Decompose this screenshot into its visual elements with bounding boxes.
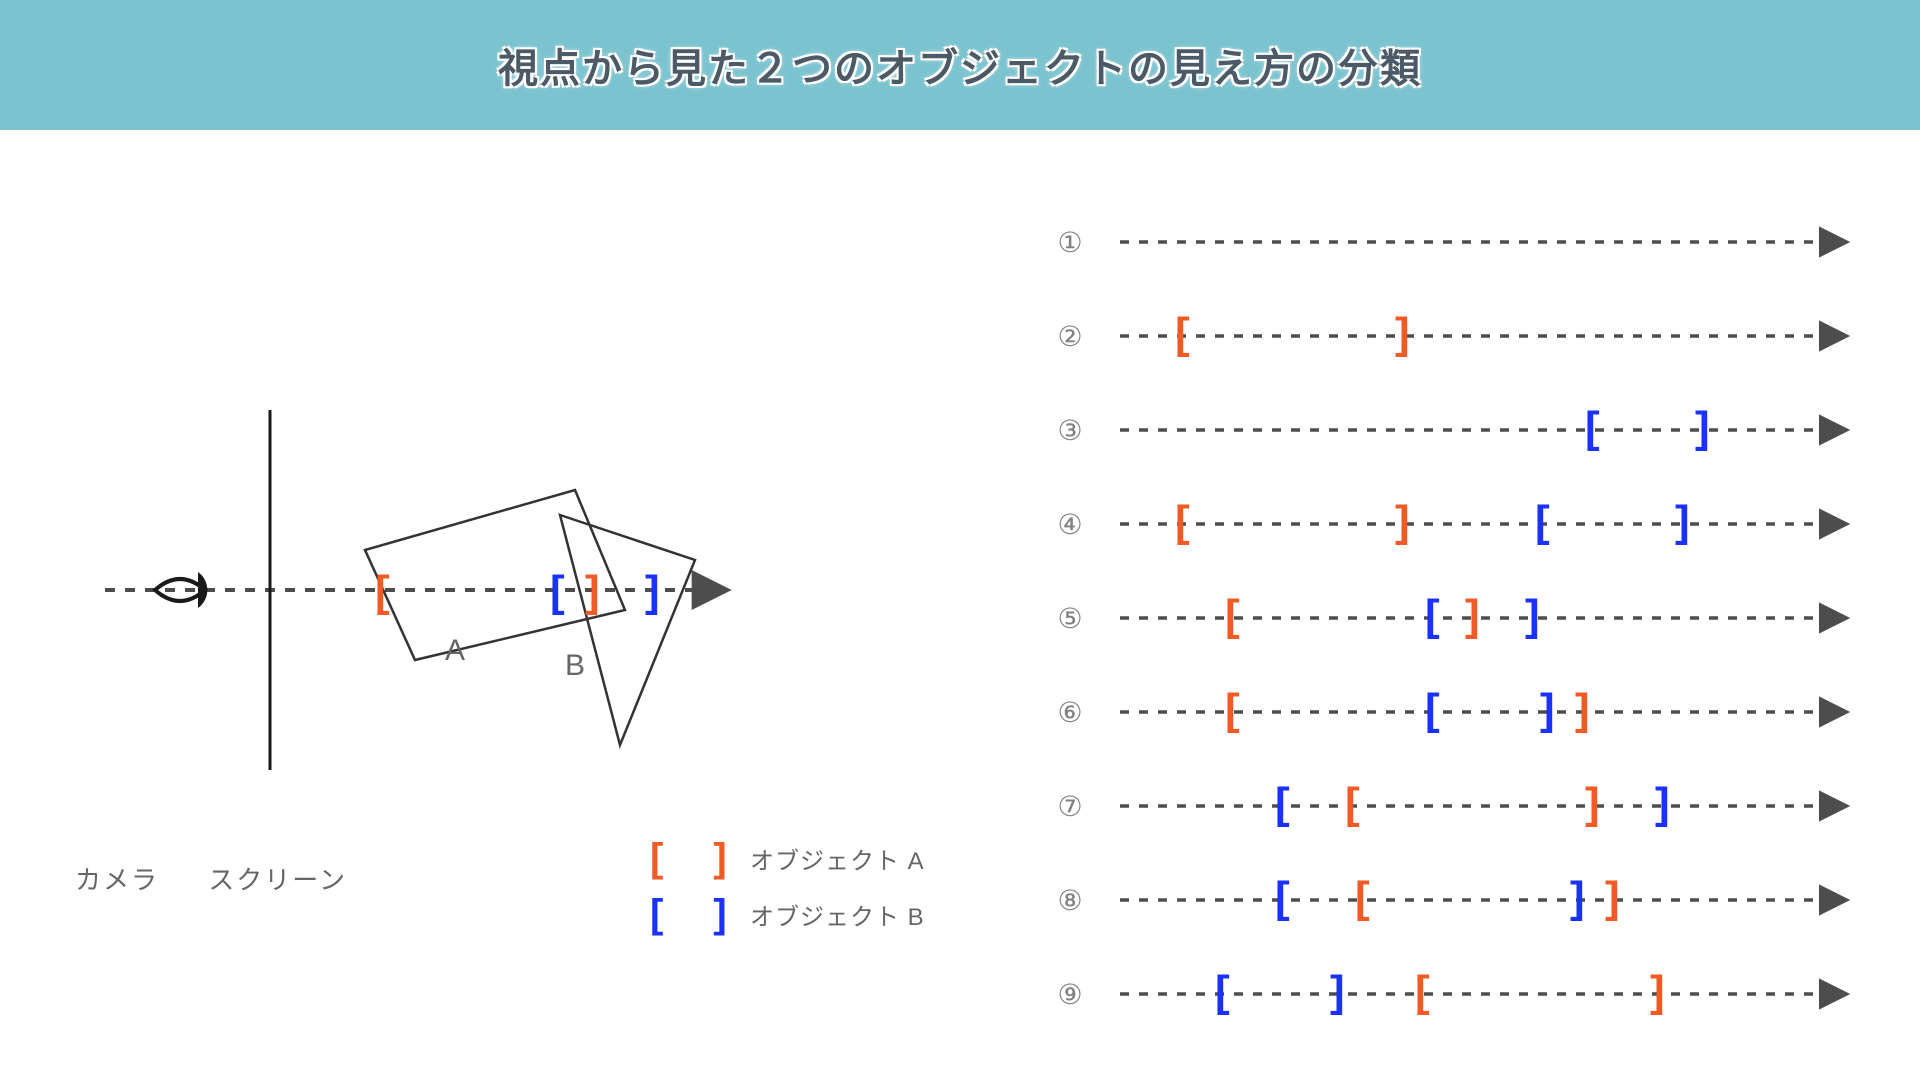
case-arrow xyxy=(1095,692,1875,732)
bracket-marker: ] xyxy=(1395,312,1410,356)
case-number: ⑤ xyxy=(1045,602,1095,635)
bracket-marker: ] xyxy=(1695,406,1710,450)
bracket-marker: ] xyxy=(1655,782,1670,826)
stage: AB[[]] カメラ スクリーン []オブジェクト A[]オブジェクト B ①②… xyxy=(0,130,1920,1080)
bracket-marker: [ xyxy=(1275,782,1290,826)
bracket-marker: ] xyxy=(1675,500,1690,544)
case-track: [] xyxy=(1095,316,1875,356)
bracket-marker: [ xyxy=(1345,782,1360,826)
case-arrow xyxy=(1095,410,1875,450)
case-number: ④ xyxy=(1045,508,1095,541)
case-row: ③[] xyxy=(1045,383,1875,477)
bracket-marker: ] xyxy=(1525,594,1540,638)
case-arrow xyxy=(1095,504,1875,544)
bracket-marker: [ xyxy=(1535,500,1550,544)
bracket-marker: [ xyxy=(1355,876,1370,920)
case-row: ⑤[[]] xyxy=(1045,571,1875,665)
case-track: [[]] xyxy=(1095,880,1875,920)
case-arrow xyxy=(1095,598,1875,638)
cases-list: ①②[]③[]④[][]⑤[[]]⑥[[]]⑦[[]]⑧[[]]⑨[][] xyxy=(1045,195,1875,1041)
case-track: [[]] xyxy=(1095,692,1875,732)
title-text: 視点から見た２つのオブジェクトの見え方の分類 xyxy=(498,36,1422,94)
title-banner: 視点から見た２つのオブジェクトの見え方の分類 xyxy=(0,0,1920,130)
case-number: ⑧ xyxy=(1045,884,1095,917)
bracket-marker: ] xyxy=(1605,876,1620,920)
svg-text:[: [ xyxy=(375,567,390,616)
scene-svg: AB[[]] xyxy=(85,330,765,830)
case-number: ① xyxy=(1045,226,1095,259)
bracket-marker: ] xyxy=(1465,594,1480,638)
bracket-marker: [ xyxy=(1225,594,1240,638)
svg-text:]: ] xyxy=(585,567,600,616)
bracket-marker: [ xyxy=(1175,312,1190,356)
bracket-marker: ] xyxy=(1585,782,1600,826)
legend-bracket-icon: [] xyxy=(650,836,750,881)
case-arrow xyxy=(1095,974,1875,1014)
left-scene: AB[[]] xyxy=(85,330,765,830)
case-track xyxy=(1095,222,1875,262)
case-number: ⑦ xyxy=(1045,790,1095,823)
bracket-marker: [ xyxy=(1425,594,1440,638)
svg-text:[: [ xyxy=(550,567,565,616)
bracket-marker: ] xyxy=(1330,970,1345,1014)
case-track: [][] xyxy=(1095,504,1875,544)
case-track: [[]] xyxy=(1095,786,1875,826)
bracket-marker: [ xyxy=(1275,876,1290,920)
legend-row: []オブジェクト A xyxy=(650,830,925,886)
case-arrow xyxy=(1095,880,1875,920)
case-number: ⑨ xyxy=(1045,978,1095,1011)
case-track: [] xyxy=(1095,410,1875,450)
svg-text:A: A xyxy=(445,634,465,667)
case-number: ⑥ xyxy=(1045,696,1095,729)
bracket-marker: [ xyxy=(1225,688,1240,732)
case-row: ⑥[[]] xyxy=(1045,665,1875,759)
case-arrow xyxy=(1095,222,1875,262)
scene-labels: カメラ スクリーン xyxy=(75,860,387,897)
bracket-marker: ] xyxy=(1570,876,1585,920)
case-track: [][] xyxy=(1095,974,1875,1014)
case-row: ④[][] xyxy=(1045,477,1875,571)
bracket-marker: ] xyxy=(1540,688,1555,732)
case-row: ⑨[][] xyxy=(1045,947,1875,1041)
case-row: ⑦[[]] xyxy=(1045,759,1875,853)
svg-text:]: ] xyxy=(645,567,660,616)
bracket-marker: [ xyxy=(1425,688,1440,732)
case-row: ②[] xyxy=(1045,289,1875,383)
case-row: ⑧[[]] xyxy=(1045,853,1875,947)
svg-text:B: B xyxy=(565,649,585,682)
case-number: ③ xyxy=(1045,414,1095,447)
legend-bracket-icon: [] xyxy=(650,892,750,937)
bracket-marker: [ xyxy=(1585,406,1600,450)
legend-label: オブジェクト A xyxy=(750,841,925,876)
legend-label: オブジェクト B xyxy=(750,897,925,932)
bracket-marker: [ xyxy=(1215,970,1230,1014)
case-arrow xyxy=(1095,316,1875,356)
case-arrow xyxy=(1095,786,1875,826)
case-track: [[]] xyxy=(1095,598,1875,638)
case-number: ② xyxy=(1045,320,1095,353)
bracket-marker: ] xyxy=(1650,970,1665,1014)
legend: []オブジェクト A[]オブジェクト B xyxy=(650,830,925,942)
screen-label: スクリーン xyxy=(208,865,347,895)
bracket-marker: [ xyxy=(1415,970,1430,1014)
bracket-marker: [ xyxy=(1175,500,1190,544)
bracket-marker: ] xyxy=(1395,500,1410,544)
case-row: ① xyxy=(1045,195,1875,289)
legend-row: []オブジェクト B xyxy=(650,886,925,942)
bracket-marker: ] xyxy=(1575,688,1590,732)
camera-label: カメラ xyxy=(75,865,159,895)
